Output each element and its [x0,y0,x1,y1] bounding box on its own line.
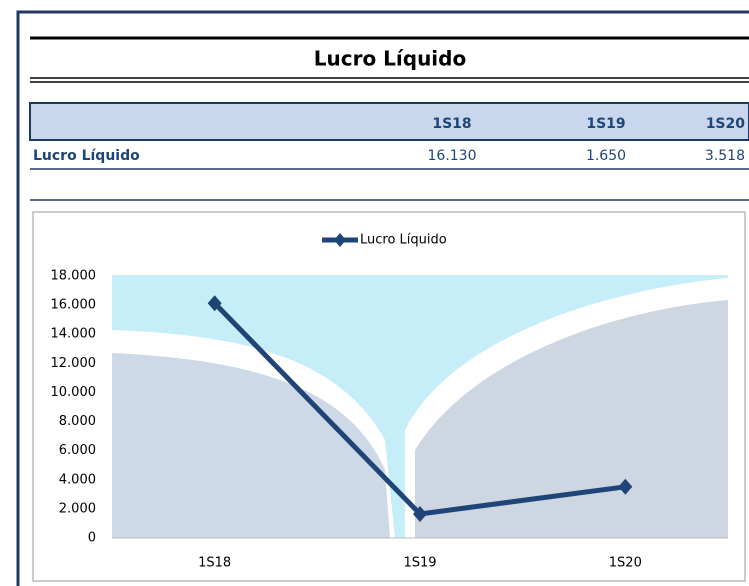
y-tick-label: 8.000 [59,414,96,429]
page: Lucro Líquido 1S18 1S19 1S20 Lucro Líqui… [0,0,749,586]
y-tick-label: 6.000 [59,443,96,458]
table-header [30,103,749,140]
report: Lucro Líquido 1S18 1S19 1S20 Lucro Líqui… [0,0,749,586]
legend-label: Lucro Líquido [360,233,447,248]
x-tick-label: 1S19 [403,556,436,571]
y-tick-label: 12.000 [51,356,97,371]
y-tick-label: 14.000 [51,327,97,342]
y-tick-label: 16.000 [51,298,97,313]
column-header: 1S19 [586,116,625,132]
cell: 16.130 [428,148,477,164]
y-tick-label: 0 [88,531,96,546]
column-header: 1S20 [706,116,746,132]
page-title: Lucro Líquido [314,47,466,71]
row-label: Lucro Líquido [33,148,140,164]
cell: 1.650 [586,148,626,164]
y-tick-label: 10.000 [51,385,97,400]
y-tick-label: 18.000 [51,269,97,284]
column-header: 1S18 [432,116,471,132]
x-tick-label: 1S20 [609,556,642,571]
y-tick-label: 2.000 [59,501,96,516]
y-tick-label: 4.000 [59,472,96,487]
cell: 3.518 [705,148,745,164]
x-tick-label: 1S18 [198,556,231,571]
plot-background [112,275,728,538]
